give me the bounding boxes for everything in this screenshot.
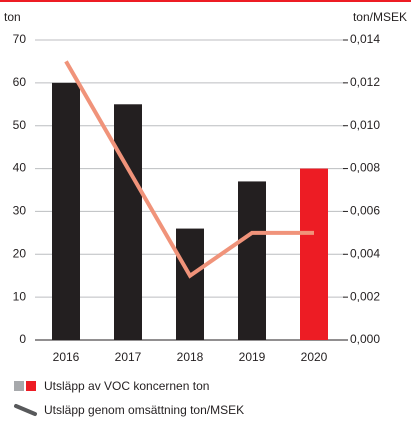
y2-tick-label: 0,008 xyxy=(350,161,380,175)
legend-swatch xyxy=(26,381,36,391)
line xyxy=(64,60,314,279)
legend-swatch xyxy=(14,381,24,391)
bar xyxy=(114,104,142,341)
x-tick-label: 2020 xyxy=(301,350,328,364)
bar xyxy=(52,82,80,340)
y-axis-label: ton xyxy=(4,10,21,24)
x-tick-label: 2018 xyxy=(177,350,204,364)
y2-tick-label: 0,014 xyxy=(350,32,380,46)
y2-tick-label: 0,000 xyxy=(350,332,380,346)
y-tick-label: 10 xyxy=(13,289,27,303)
y-tick-label: 40 xyxy=(13,161,27,175)
y-tick-label: 70 xyxy=(13,32,27,46)
legend-label: Utsläpp genom omsättning ton/MSEK xyxy=(44,403,244,417)
y-tick-label: 60 xyxy=(13,75,27,89)
y-tick-label: 20 xyxy=(13,246,27,260)
legend-label: Utsläpp av VOC koncernen ton xyxy=(44,379,209,393)
legend-line-icon xyxy=(14,404,37,416)
y2-tick-label: 0,002 xyxy=(350,289,380,303)
bar xyxy=(300,168,328,340)
y-tick-label: 30 xyxy=(13,204,27,218)
y2-tick-label: 0,004 xyxy=(350,246,380,260)
bar xyxy=(238,181,266,340)
y2-tick-label: 0,006 xyxy=(350,204,380,218)
y2-tick-label: 0,010 xyxy=(350,118,380,132)
y-tick-label: 50 xyxy=(13,118,27,132)
bar xyxy=(176,228,204,340)
y-tick-label: 0 xyxy=(19,332,26,346)
y2-axis-label: ton/MSEK xyxy=(353,10,407,24)
x-tick-label: 2017 xyxy=(115,350,142,364)
x-tick-label: 2019 xyxy=(239,350,266,364)
x-tick-label: 2016 xyxy=(53,350,80,364)
top-rule xyxy=(0,0,411,2)
y2-tick-label: 0,012 xyxy=(350,75,380,89)
